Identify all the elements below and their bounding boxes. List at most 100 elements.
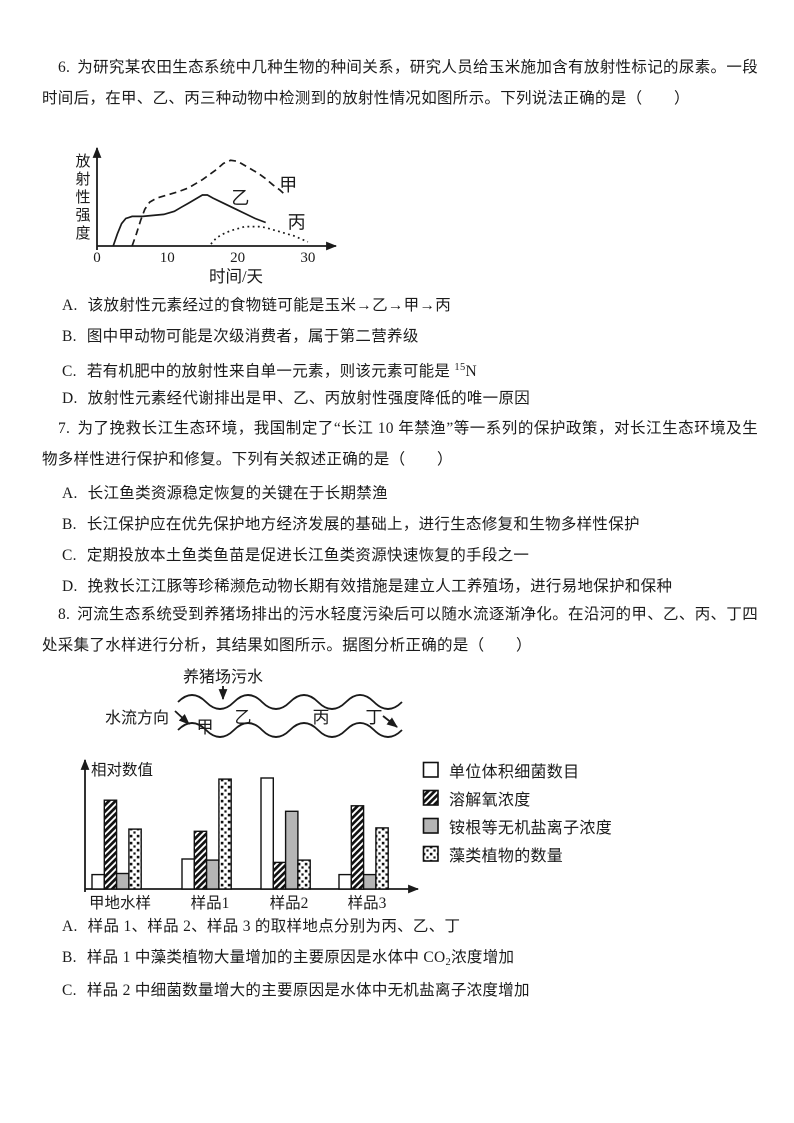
question-7-text: 为了挽救长江生态环境，我国制定了“长江 10 年禁渔”等一系列的保护政策，对长江… [42,420,758,468]
option-text: 长江保护应在优先保护地方经济发展的基础上，进行生态修复和生物多样性保护 [86,516,640,533]
site-label-yi: 乙 [235,708,252,727]
flow-direction-arrow [174,710,190,725]
x-tick-label: 20 [230,250,245,266]
bar [297,859,311,890]
x-tick-label: 30 [300,250,315,266]
bar [103,799,118,890]
question-6-option-d: D. 放射性元素经代谢排出是甲、乙、丙放射性强度降低的唯一原因 [62,389,762,409]
question-7-number: 7. [58,420,71,437]
option-label: D. [62,390,78,407]
bar-chart-content: 甲地水样 样品1 样品2 样品3 [89,777,389,912]
legend-item-bacteria: 单位体积细菌数目 [422,756,612,784]
option-text: 该放射性元素经过的食物链可能是玉米→乙→甲→丙 [87,297,452,314]
isotope-mass-superscript: 15 [454,362,466,373]
x-tick-label: 10 [160,250,175,266]
option-label: A. [62,485,78,502]
option-text: 样品 2 中细菌数量增大的主要原因是水体中无机盐离子浓度增加 [86,982,530,999]
bar [115,872,130,890]
series-curve [131,159,286,247]
bar [338,873,353,890]
legend-label: 单位体积细菌数目 [449,764,580,781]
option-text-post: 浓度增加 [451,949,515,966]
bar [350,805,365,890]
option-label: A. [62,918,78,935]
option-label: C. [62,363,77,380]
bar [181,858,196,890]
line-chart-content: 0 10 20 30 放射性强度 甲乙丙 [75,153,315,266]
bar [284,810,299,890]
water-sample-bar-chart: 相对数值 甲地水样 样品1 样品2 样品3 [80,758,420,912]
y-axis-label: 相对数值 [91,761,153,779]
question-6-number: 6. [58,59,71,76]
bar [193,830,208,890]
legend-label: 藻类植物的数量 [449,848,564,865]
option-label: D. [62,578,78,595]
question-7-option-b: B. 长江保护应在优先保护地方经济发展的基础上，进行生态修复和生物多样性保护 [62,515,762,535]
legend-swatch-hatch-icon [422,789,439,806]
site-label-bing: 丙 [313,708,330,727]
option-text-pre: 样品 1 中藻类植物大量增加的主要原因是水体中 CO [86,949,446,966]
option-label: C. [62,982,77,999]
question-8-option-b: B. 样品 1 中藻类植物大量增加的主要原因是水体中 CO2浓度增加 [62,948,762,973]
option-label: B. [62,516,77,533]
series-label: 甲 [279,175,297,195]
category-label: 甲地水样 [89,894,151,912]
series-curve [112,194,267,247]
question-8-option-a: A. 样品 1、样品 2、样品 3 的取样地点分别为丙、乙、丁 [62,917,762,937]
option-text: 若有机肥中的放射性来自单一元素，则该元素可能是 15N [86,362,477,380]
co2-subscript: 2 [445,957,452,968]
option-text: 样品 1、样品 2、样品 3 的取样地点分别为丙、乙、丁 [87,918,461,935]
legend-label: 铵根等无机盐离子浓度 [449,820,613,837]
option-text: 挽救长江江豚等珍稀濒危动物长期有效措施是建立人工养殖场，进行易地保护和保种 [87,578,673,595]
question-7-option-d: D. 挽救长江江豚等珍稀濒危动物长期有效措施是建立人工养殖场，进行易地保护和保种 [62,577,762,597]
radioactivity-line-chart: 时间/天 0 10 20 30 放射性强度 甲乙丙 [75,146,338,286]
legend-item-ammonium: 铵根等无机盐离子浓度 [422,812,612,840]
category-label: 样品3 [348,894,387,912]
river-outflow-arrow [382,715,398,728]
category-label: 样品2 [270,894,309,912]
question-7-option-a: A. 长江鱼类资源稳定恢复的关键在于长期禁渔 [62,484,762,504]
question-6-stem: 6. 为研究某农田生态系统中几种生物的种间关系，研究人员给玉米施加含有放射性标记的… [42,52,758,114]
option-text-pre: 若有机肥中的放射性来自单一元素，则该元素可能是 [86,363,455,380]
option-label: B. [62,328,77,345]
bar [362,873,377,890]
bar [260,777,275,890]
question-8-number: 8. [58,606,71,623]
question-6-option-c: C. 若有机肥中的放射性来自单一元素，则该元素可能是 15N [62,358,762,382]
question-8-stem: 8. 河流生态系统受到养猪场排出的污水轻度污染后可以随水流逐渐净化。在沿河的甲、乙… [42,599,758,661]
option-text: 长江鱼类资源稳定恢复的关键在于长期禁渔 [87,485,388,502]
site-label-jia: 甲 [197,718,214,737]
option-text: 放射性元素经代谢排出是甲、乙、丙放射性强度降低的唯一原因 [87,390,531,407]
y-axis-label: 放射性强度 [75,153,90,242]
question-7-stem: 7. 为了挽救长江生态环境，我国制定了“长江 10 年禁渔”等一系列的保护政策，对… [42,413,758,475]
legend-swatch-plain-icon [422,761,439,778]
bar [272,861,287,890]
bar [205,859,220,890]
x-axis-label: 时间/天 [209,267,263,286]
question-6-option-b: B. 图中甲动物可能是次级消费者，属于第二营养级 [62,327,762,347]
option-label: A. [62,297,78,314]
legend-label: 溶解氧浓度 [449,792,531,809]
bar [375,827,389,890]
option-text: 定期投放本土鱼类鱼苗是促进长江鱼类资源快速恢复的手段之一 [86,547,530,564]
question-7-option-c: C. 定期投放本土鱼类鱼苗是促进长江鱼类资源快速恢复的手段之一 [62,546,762,566]
bar [218,778,232,890]
question-6-option-a: A. 该放射性元素经过的食物链可能是玉米→乙→甲→丙 [62,296,762,316]
legend-item-dissolved-oxygen: 溶解氧浓度 [422,784,612,812]
option-text: 图中甲动物可能是次级消费者，属于第二营养级 [86,328,419,345]
river-bottom-bank [177,722,403,738]
bar [128,828,142,890]
option-label: B. [62,949,77,966]
bar-chart-legend: 单位体积细菌数目 溶解氧浓度 铵根等无机盐离子浓度 藻类植物的数量 [422,756,612,868]
series-label: 乙 [231,188,249,208]
question-8-option-c: C. 样品 2 中细菌数量增大的主要原因是水体中无机盐离子浓度增加 [62,981,762,1001]
sewage-source-label: 养猪场污水 [183,668,263,686]
category-label: 样品1 [191,894,230,912]
question-6-text: 为研究某农田生态系统中几种生物的种间关系，研究人员给玉米施加含有放射性标记的尿素… [42,59,758,107]
river-top-bank [177,694,403,710]
series-curve [210,225,309,245]
series-label: 丙 [288,213,306,233]
legend-swatch-dots-icon [422,845,439,862]
x-tick-label: 0 [93,250,101,266]
